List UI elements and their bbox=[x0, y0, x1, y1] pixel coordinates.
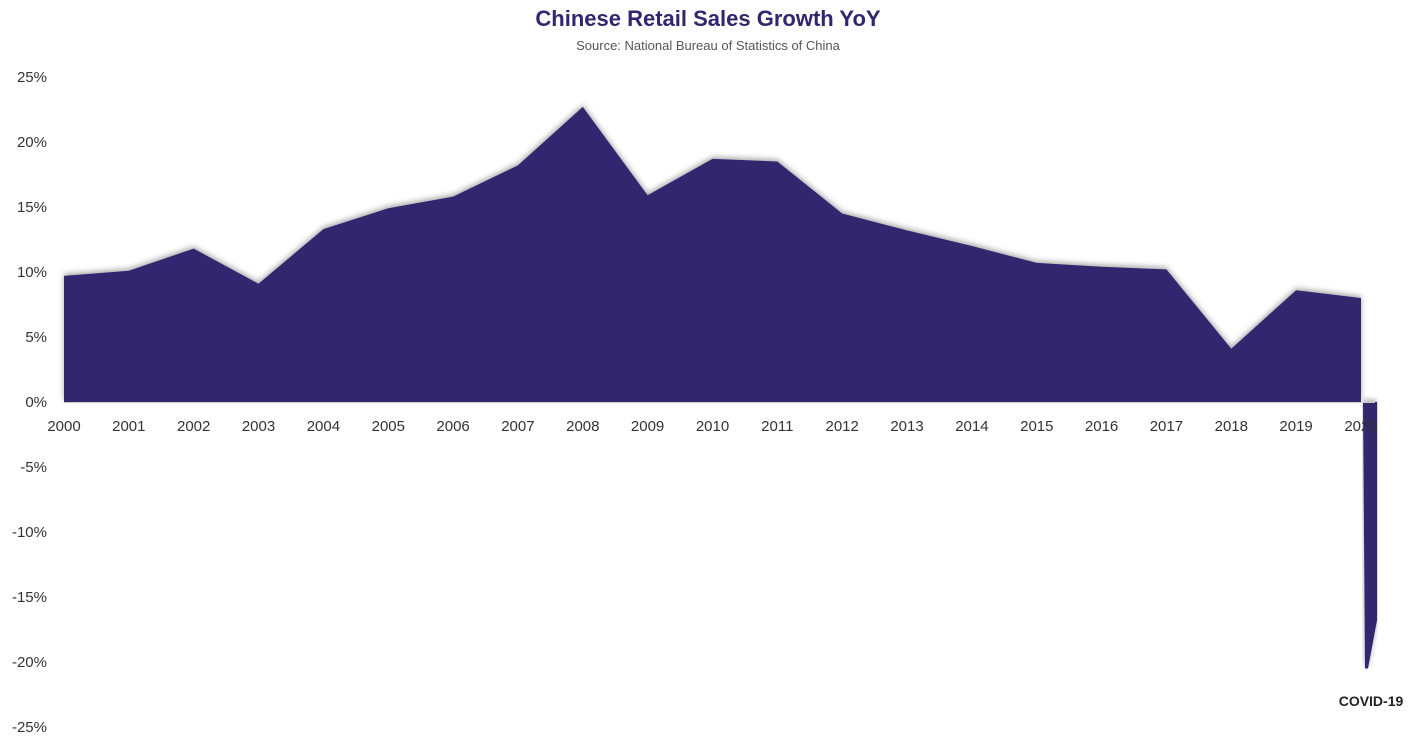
x-tick-label: 2017 bbox=[1150, 418, 1183, 435]
data-point bbox=[451, 195, 455, 199]
chart-title: Chinese Retail Sales Growth YoY bbox=[535, 6, 881, 31]
x-tick-label: 2006 bbox=[436, 418, 469, 435]
data-point bbox=[192, 247, 196, 251]
data-point bbox=[646, 193, 650, 197]
x-tick-label: 2020 bbox=[1344, 418, 1377, 435]
data-point bbox=[1100, 265, 1104, 269]
x-tick-label: 2002 bbox=[177, 418, 210, 435]
area-fill bbox=[64, 106, 1361, 403]
x-tick-label: 2012 bbox=[826, 418, 859, 435]
data-point bbox=[1294, 288, 1298, 292]
chart-subtitle: Source: National Bureau of Statistics of… bbox=[576, 38, 840, 53]
y-tick-label: 10% bbox=[17, 264, 47, 281]
covid-drop-spike bbox=[1363, 402, 1377, 669]
data-point bbox=[775, 160, 779, 164]
data-point bbox=[711, 157, 715, 161]
data-point bbox=[905, 228, 909, 232]
data-point bbox=[1035, 261, 1039, 265]
x-axis: 2000 2001 2002 2003 2004 2005 2006 2007 2008 2009… bbox=[47, 402, 1378, 435]
annotation-label: COVID-19 bbox=[1339, 693, 1404, 709]
y-axis: 25% 20% 15% 10% 5% 0% -5% -10% -15% -20% -25% bbox=[12, 69, 47, 736]
data-point bbox=[516, 163, 520, 167]
data-point bbox=[840, 212, 844, 216]
x-tick-label: 2016 bbox=[1085, 418, 1118, 435]
x-tick-label: 2004 bbox=[307, 418, 340, 435]
x-tick-label: 2018 bbox=[1215, 418, 1248, 435]
x-tick-label: 2000 bbox=[47, 418, 80, 435]
x-tick-label: 2007 bbox=[501, 418, 534, 435]
data-point bbox=[1164, 267, 1168, 271]
data-point bbox=[257, 282, 261, 286]
data-point bbox=[1229, 347, 1233, 351]
y-tick-label: 0% bbox=[25, 394, 47, 411]
y-tick-label: 5% bbox=[25, 329, 47, 346]
x-tick-label: 2015 bbox=[1020, 418, 1053, 435]
x-tick-label: 2005 bbox=[372, 418, 405, 435]
y-tick-label: -25% bbox=[12, 719, 47, 736]
y-tick-label: 15% bbox=[17, 199, 47, 216]
y-tick-label: -10% bbox=[12, 524, 47, 541]
y-tick-label: -20% bbox=[12, 654, 47, 671]
data-point bbox=[386, 206, 390, 210]
data-point bbox=[581, 105, 585, 109]
y-tick-label: -15% bbox=[12, 589, 47, 606]
y-tick-label: 20% bbox=[17, 134, 47, 151]
x-tick-label: 2003 bbox=[242, 418, 275, 435]
x-tick-label: 2014 bbox=[955, 418, 988, 435]
x-tick-label: 2001 bbox=[112, 418, 145, 435]
x-tick-label: 2009 bbox=[631, 418, 664, 435]
x-tick-label: 2013 bbox=[890, 418, 923, 435]
x-tick-label: 2011 bbox=[761, 418, 793, 435]
data-point bbox=[62, 274, 66, 278]
data-point bbox=[1359, 296, 1363, 300]
y-tick-label: -5% bbox=[20, 459, 47, 476]
area-series bbox=[62, 105, 1377, 669]
x-tick-label: 2019 bbox=[1279, 418, 1312, 435]
x-tick-label: 2008 bbox=[566, 418, 599, 435]
y-tick-label: 25% bbox=[17, 69, 47, 86]
x-tick-label: 2010 bbox=[696, 418, 729, 435]
data-point bbox=[970, 244, 974, 248]
data-point bbox=[321, 227, 325, 231]
annotations: COVID-19 bbox=[1339, 693, 1404, 709]
data-point bbox=[127, 269, 131, 273]
